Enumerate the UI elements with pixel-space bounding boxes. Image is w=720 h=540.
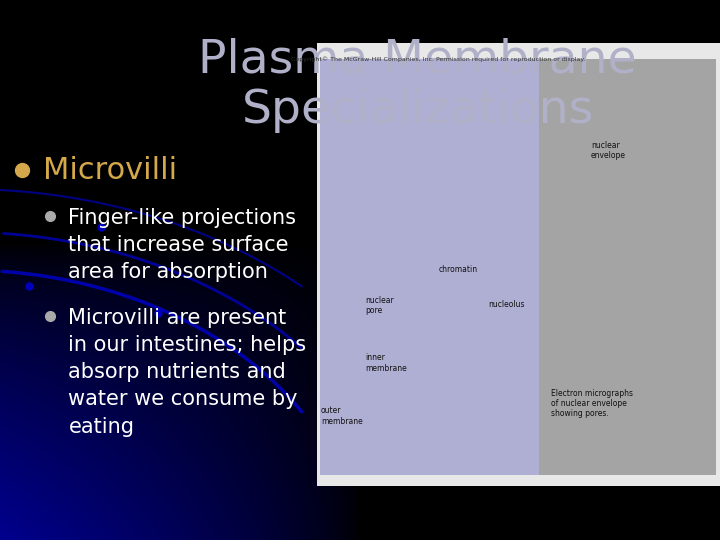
Bar <box>317 43 720 486</box>
Text: Electron micrographs
of nuclear envelope
showing pores.: Electron micrographs of nuclear envelope… <box>551 389 633 419</box>
Text: nuclear
envelope: nuclear envelope <box>591 140 626 160</box>
Text: inner
membrane: inner membrane <box>365 353 407 373</box>
Text: nucleolus: nucleolus <box>488 300 525 309</box>
Text: Plasma Membrane
Specializations: Plasma Membrane Specializations <box>198 38 637 133</box>
Text: Microvilli: Microvilli <box>43 156 177 185</box>
Bar <box>320 59 539 475</box>
Text: chromatin: chromatin <box>438 265 477 274</box>
Bar <box>539 59 716 475</box>
Text: Copyright© The McGraw-Hill Companies, Inc. Permission required for reproduction : Copyright© The McGraw-Hill Companies, In… <box>291 57 585 62</box>
Text: Microvilli are present
in our intestines; helps
absorp nutrients and
water we co: Microvilli are present in our intestines… <box>68 308 307 437</box>
Text: outer
membrane: outer membrane <box>321 406 363 426</box>
Text: nuclear
pore: nuclear pore <box>365 295 394 315</box>
Text: Finger-like projections
that increase surface
area for absorption: Finger-like projections that increase su… <box>68 208 297 282</box>
